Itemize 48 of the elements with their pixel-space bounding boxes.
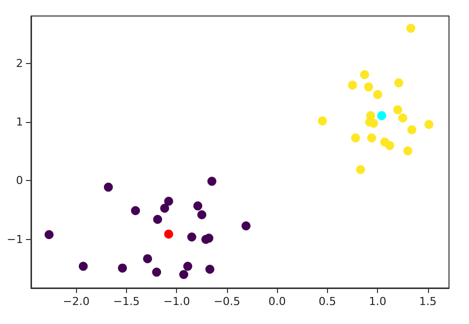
point (131, 206, 140, 216)
point (104, 182, 113, 192)
point (360, 70, 370, 80)
point (318, 116, 327, 126)
point (118, 264, 127, 273)
point (160, 204, 170, 213)
y-tick-label: 0 (16, 174, 23, 188)
x-tick-label: −1.0 (163, 295, 190, 308)
point (385, 141, 394, 150)
point (205, 264, 214, 274)
point (152, 268, 162, 277)
x-tick-label: −0.5 (214, 295, 240, 308)
point (183, 262, 192, 271)
x-tick-label: 0.0 (268, 295, 286, 308)
point (403, 146, 412, 156)
point (153, 214, 162, 224)
point (44, 230, 54, 240)
point (406, 24, 416, 33)
x-tick-label: 1.5 (419, 295, 437, 308)
point (393, 105, 402, 114)
x-tick-label: 0.5 (318, 295, 336, 308)
point (242, 221, 251, 230)
point (373, 90, 382, 100)
point (351, 133, 360, 142)
point (187, 232, 196, 242)
point (377, 111, 386, 120)
point (207, 176, 216, 186)
point (197, 210, 206, 220)
point (364, 82, 374, 92)
point (164, 196, 174, 206)
y-tick-label: 1 (16, 116, 23, 129)
point (367, 133, 376, 142)
point (164, 230, 174, 239)
x-tick-label: −2.0 (62, 295, 90, 308)
point (356, 165, 366, 174)
point (179, 270, 188, 280)
point (348, 80, 358, 90)
point (424, 120, 434, 129)
point (394, 78, 404, 88)
y-tick-label: 2 (16, 56, 23, 70)
y-tick-label: −1 (6, 232, 23, 246)
point (143, 254, 152, 264)
x-tick-label: 1.0 (368, 295, 386, 308)
point (398, 114, 408, 122)
point (407, 125, 416, 134)
point (78, 262, 88, 271)
point (193, 201, 202, 210)
x-tick-label: −1.5 (113, 295, 140, 308)
